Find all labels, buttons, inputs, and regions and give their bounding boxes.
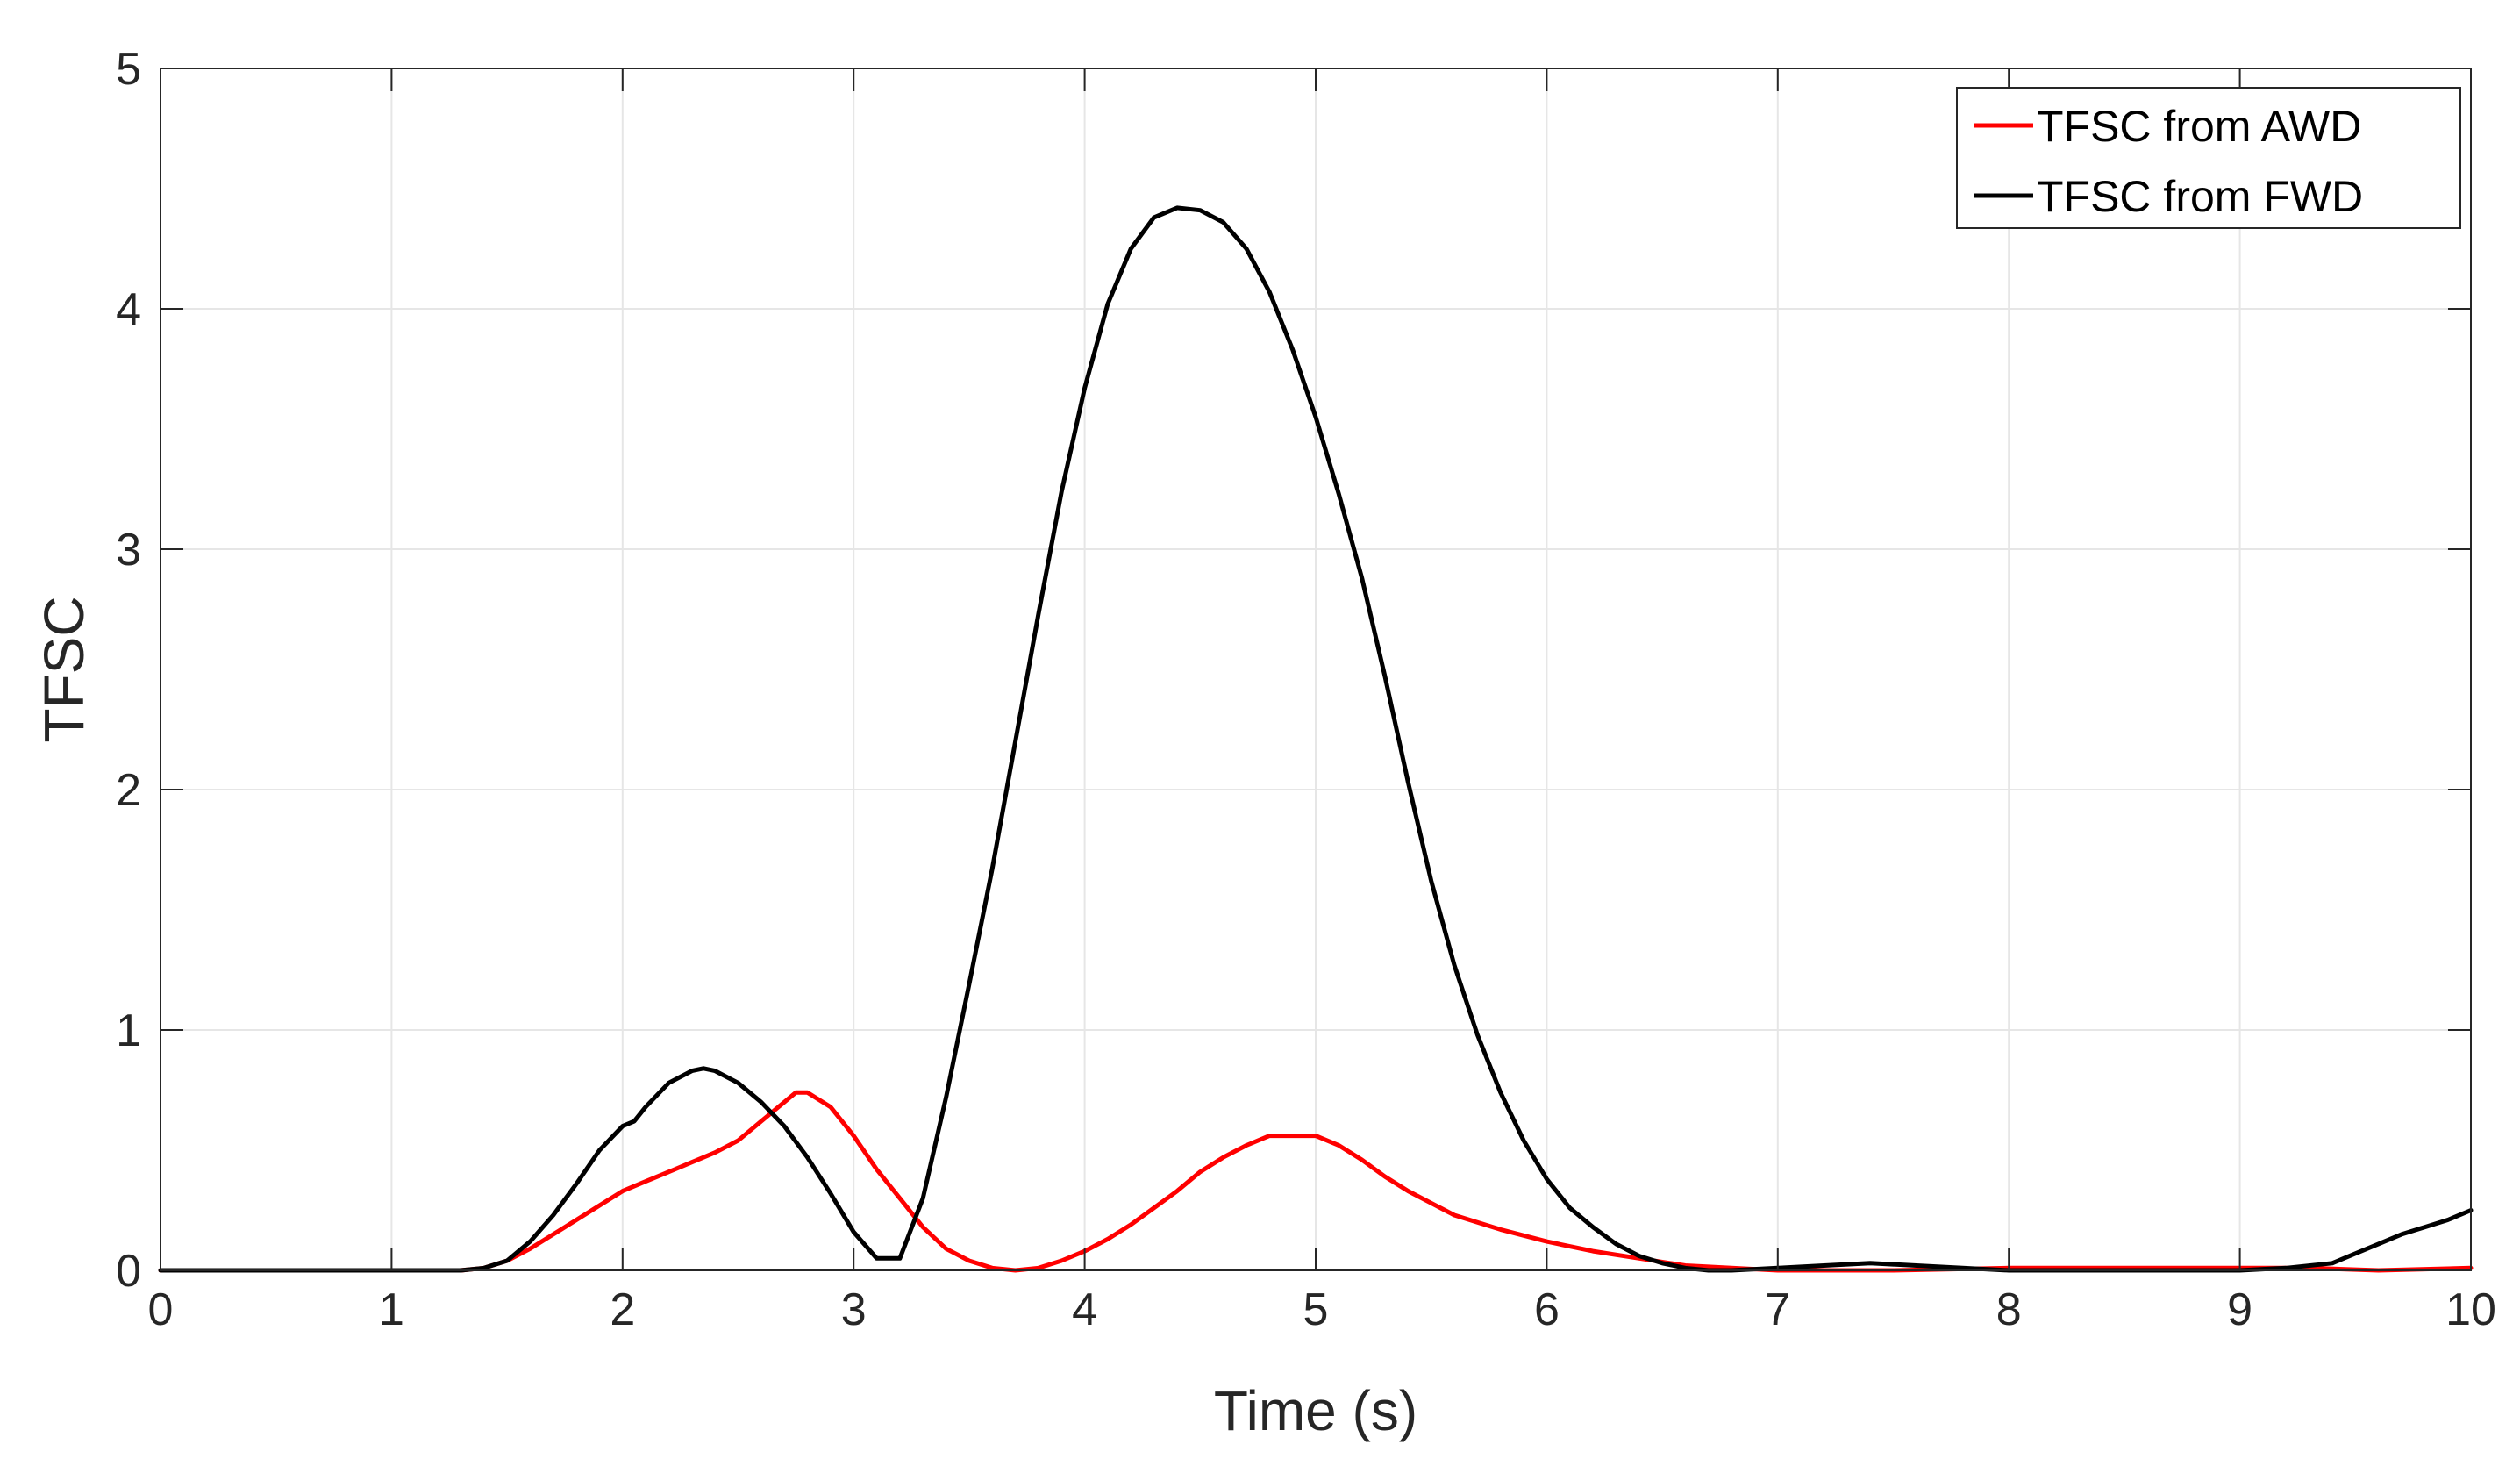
y-tick-label: 2 [116, 765, 141, 816]
x-tick-label: 5 [1303, 1284, 1329, 1335]
series-layer [158, 205, 2474, 1273]
x-tick-label: 2 [610, 1284, 635, 1335]
legend: TFSC from AWD TFSC from FWD [1956, 87, 2461, 229]
x-tick-label: 3 [841, 1284, 867, 1335]
x-tick-label: 4 [1072, 1284, 1097, 1335]
y-tick-label: 0 [116, 1246, 141, 1297]
x-axis-title: Time (s) [1214, 1379, 1417, 1442]
x-tick-label: 9 [2227, 1284, 2252, 1335]
x-tick-label: 8 [1996, 1284, 2022, 1335]
x-tick-label: 10 [2445, 1284, 2496, 1335]
y-tick-label: 3 [116, 525, 141, 576]
tick-labels: 0 1 2 3 4 5 6 7 8 9 10 0 1 2 3 4 5 [116, 44, 2496, 1335]
y-tick-label: 4 [116, 284, 141, 335]
y-axis-title: TFSC [32, 596, 96, 742]
series-line-2 [158, 205, 2474, 1273]
y-tick-label: 1 [116, 1005, 141, 1056]
x-tick-label: 6 [1534, 1284, 1560, 1335]
x-tick-label: 0 [148, 1284, 174, 1335]
y-tick-label: 5 [116, 44, 141, 95]
series-line-1 [158, 1090, 2474, 1273]
legend-label-1: TFSC from AWD [2037, 102, 2361, 151]
x-tick-label: 7 [1765, 1284, 1790, 1335]
legend-box [1956, 87, 2461, 229]
legend-entries: TFSC from AWD TFSC from FWD [1974, 102, 2363, 221]
tick-marks [160, 68, 2472, 1271]
x-tick-label: 1 [379, 1284, 404, 1335]
legend-label-2: TFSC from FWD [2037, 172, 2363, 221]
